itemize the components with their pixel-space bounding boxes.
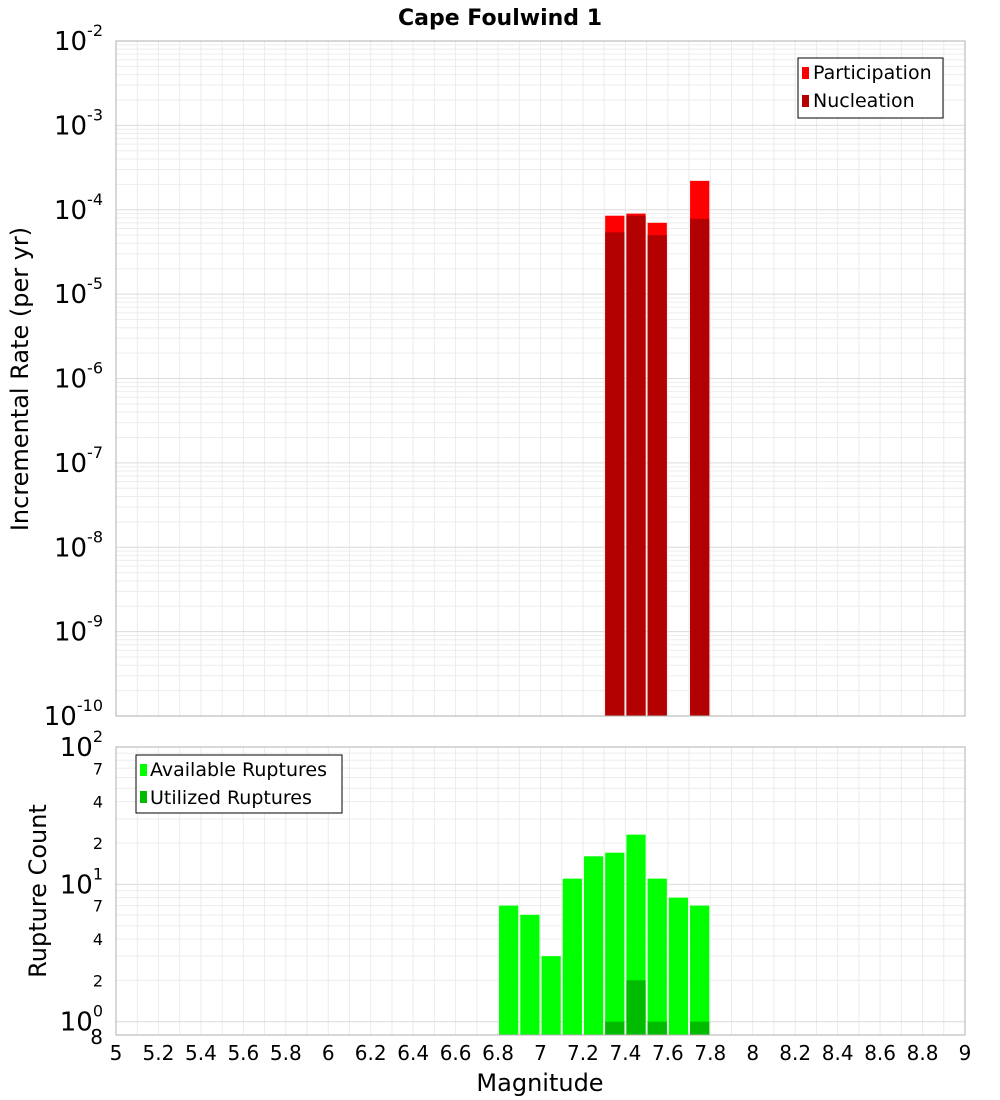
- utilized-ruptures-bar: [647, 1021, 667, 1035]
- available-ruptures-bar: [541, 956, 561, 1035]
- bottom-legend-box: [135, 754, 343, 814]
- top-y-tick-label: 10-5: [54, 274, 103, 310]
- bottom-y-major-tick-label: 102: [60, 727, 103, 763]
- nucleation-bar: [626, 215, 646, 717]
- bottom-y-minor-tick-label: 2: [93, 834, 103, 853]
- top-y-tick-label: 10-9: [54, 612, 103, 648]
- legend-swatch-participation: [802, 67, 809, 79]
- top-legend: Participation Nucleation: [797, 57, 944, 119]
- bottom-legend: Available Ruptures Utilized Ruptures: [135, 754, 343, 814]
- legend-label-nucleation: Nucleation: [813, 90, 915, 112]
- nucleation-bar: [690, 218, 710, 716]
- bottom-y-axis-label: Rupture Count: [24, 804, 52, 978]
- x-tick-label: 8.4: [822, 1041, 854, 1065]
- chart-title: Cape Foulwind 1: [398, 6, 602, 31]
- top-y-axis-label: Incremental Rate (per yr): [6, 227, 34, 531]
- bottom-panel: 102 101 100 7 4 2 7 4 2 8 5 5.2 5.4 5.6 5.8 6 6.2 6.4 6.6…: [24, 727, 971, 1097]
- x-tick-label: 8.6: [864, 1041, 896, 1065]
- bottom-y-minor-tick-label: 7: [93, 897, 103, 916]
- available-ruptures-bar: [668, 897, 689, 1035]
- nucleation-bar: [605, 232, 625, 716]
- legend-label-participation: Participation: [813, 62, 932, 84]
- top-y-tick-label: 10-3: [54, 105, 103, 141]
- bottom-y-minor-tick-label: 4: [93, 930, 103, 949]
- available-ruptures-bar: [562, 878, 582, 1035]
- top-y-tick-label: 10-6: [54, 359, 103, 395]
- x-tick-label: 8.8: [907, 1041, 939, 1065]
- bottom-y-bottom-label: 8: [90, 1025, 103, 1049]
- bottom-y-minor-tick-label: 7: [93, 759, 103, 778]
- x-tick-label: 6.8: [482, 1041, 514, 1065]
- bottom-y-tick-labels: 102 101 100 7 4 2 7 4 2 8: [60, 727, 103, 1049]
- legend-label-utilized: Utilized Ruptures: [150, 787, 312, 809]
- top-y-tick-label: 10-2: [54, 21, 103, 57]
- bottom-plot-border: [115, 746, 966, 1036]
- x-tick-label: 8.2: [779, 1041, 811, 1065]
- x-tick-label: 8: [746, 1041, 759, 1065]
- x-tick-label: 5.6: [227, 1041, 259, 1065]
- utilized-ruptures-bar: [690, 1021, 710, 1035]
- bottom-bars: [499, 834, 710, 1035]
- top-y-tick-label: 10-7: [54, 443, 103, 479]
- utilized-ruptures-bar: [605, 1021, 625, 1035]
- legend-swatch-nucleation: [802, 95, 809, 107]
- top-grid: [115, 41, 966, 717]
- x-tick-label: 5.8: [270, 1041, 302, 1065]
- available-ruptures-bar: [583, 856, 604, 1035]
- available-ruptures-bar: [520, 914, 540, 1035]
- x-tick-label: 7: [534, 1041, 547, 1065]
- x-tick-label: 7.4: [609, 1041, 641, 1065]
- available-ruptures-bar: [499, 905, 519, 1035]
- x-tick-label: 6.2: [355, 1041, 387, 1065]
- x-tick-label: 5.2: [143, 1041, 175, 1065]
- top-bars: [605, 180, 710, 717]
- x-tick-label: 6.4: [397, 1041, 429, 1065]
- top-legend-box: [797, 57, 944, 119]
- top-panel: 10-2 10-3 10-4 10-5 10-6 10-7 10-8 10-9 10-10 In…: [6, 21, 966, 732]
- bottom-y-major-tick-label: 100: [60, 1002, 103, 1038]
- top-y-tick-label: 10-8: [54, 527, 103, 563]
- x-tick-label: 9: [959, 1041, 972, 1065]
- legend-swatch-available: [140, 764, 147, 776]
- bottom-y-minor-tick-label: 2: [93, 971, 103, 990]
- x-tick-label: 6.6: [440, 1041, 472, 1065]
- x-tick-label: 7.8: [694, 1041, 726, 1065]
- x-tick-label: 7.2: [567, 1041, 599, 1065]
- top-plot-border: [115, 40, 966, 717]
- x-tick-label: 5.4: [185, 1041, 217, 1065]
- available-ruptures-bar: [690, 905, 710, 1035]
- utilized-ruptures-bar: [626, 980, 646, 1035]
- available-ruptures-bar: [605, 852, 625, 1035]
- legend-swatch-utilized: [140, 791, 147, 803]
- x-tick-label: 5: [110, 1041, 123, 1065]
- top-y-tick-label: 10-10: [44, 696, 103, 732]
- bottom-y-major-tick-label: 101: [60, 864, 103, 900]
- available-ruptures-bar: [647, 878, 667, 1035]
- legend-label-available: Available Ruptures: [150, 759, 327, 781]
- x-tick-labels: 5 5.2 5.4 5.6 5.8 6 6.2 6.4 6.6 6.8 7 7.2 7.4 7.6 7.8 8…: [110, 1041, 972, 1065]
- x-tick-label: 6: [322, 1041, 335, 1065]
- nucleation-bar: [647, 235, 667, 716]
- top-y-tick-label: 10-4: [54, 190, 103, 226]
- top-y-tick-labels: 10-2 10-3 10-4 10-5 10-6 10-7 10-8 10-9 10-10: [44, 21, 103, 732]
- x-tick-label: 7.6: [652, 1041, 684, 1065]
- x-axis-label: Magnitude: [476, 1069, 603, 1097]
- bottom-y-minor-tick-label: 4: [93, 793, 103, 812]
